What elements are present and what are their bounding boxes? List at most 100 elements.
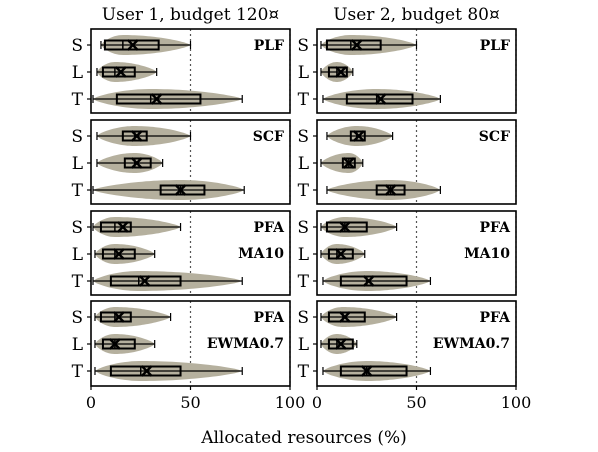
box-S bbox=[103, 39, 160, 51]
mean-marker-S bbox=[116, 221, 129, 233]
box-L bbox=[327, 248, 354, 260]
panel-r3-c2: PFA MA10 SLT bbox=[297, 210, 517, 296]
mean-marker-S bbox=[126, 39, 139, 51]
panel-label: PFA bbox=[479, 220, 511, 236]
mean-marker-S bbox=[113, 311, 125, 323]
y-tick-label: S bbox=[297, 127, 309, 147]
mean-marker-S bbox=[352, 130, 365, 142]
panel-r4-c2: PFA EWMA0.7 SLT bbox=[297, 300, 517, 387]
y-tick-label: T bbox=[72, 181, 84, 201]
x-tick-label: 50 bbox=[406, 393, 426, 412]
y-tick-label: S bbox=[71, 36, 83, 56]
panel-frame bbox=[90, 28, 291, 114]
mean-marker-L bbox=[335, 338, 347, 350]
panel-label: PFA bbox=[253, 220, 285, 236]
y-tick-label: T bbox=[72, 362, 84, 382]
y-tick-label: T bbox=[72, 90, 84, 110]
panel-label: PFA bbox=[253, 310, 285, 326]
box-S bbox=[349, 130, 366, 142]
box-S bbox=[327, 311, 366, 323]
mean-marker-T bbox=[150, 93, 163, 105]
y-tick-label: S bbox=[297, 308, 309, 328]
panel-label: PLF bbox=[254, 38, 284, 54]
box-T bbox=[109, 365, 182, 377]
x-tick-label: 0 bbox=[86, 393, 96, 412]
mean-marker-L bbox=[342, 157, 355, 169]
box-L bbox=[101, 66, 136, 78]
y-tick-label: L bbox=[72, 335, 83, 355]
box-T bbox=[345, 93, 414, 105]
panel-frame bbox=[90, 119, 291, 205]
y-tick-label: T bbox=[72, 272, 84, 292]
mean-marker-L bbox=[115, 66, 127, 78]
box-T bbox=[159, 184, 206, 196]
x-tick-label: 100 bbox=[275, 393, 306, 412]
y-tick-label: L bbox=[298, 335, 309, 355]
y-tick-label: L bbox=[72, 63, 83, 83]
box-T bbox=[115, 93, 202, 105]
panel-label: SCF bbox=[479, 129, 510, 145]
panel-frame bbox=[316, 119, 517, 205]
panel-r1-c1: PLF SLT bbox=[71, 28, 291, 114]
mean-marker-L bbox=[130, 157, 143, 169]
x-tick-label: 100 bbox=[501, 393, 532, 412]
mean-marker-T bbox=[360, 365, 373, 377]
panel-label: EWMA0.7 bbox=[433, 336, 510, 352]
panel-label: SCF bbox=[253, 129, 284, 145]
panel-r2-c1: SCF SLT bbox=[71, 119, 291, 205]
mean-marker-T bbox=[374, 93, 387, 105]
y-tick-label: T bbox=[298, 90, 310, 110]
y-tick-label: L bbox=[298, 154, 309, 174]
x-tick-label: 0 bbox=[312, 393, 322, 412]
panel-r2-c2: SCF SLT bbox=[297, 119, 517, 205]
mean-marker-T bbox=[384, 184, 397, 196]
column-title: User 1, budget 120¤ bbox=[102, 5, 279, 25]
panel-label: EWMA0.7 bbox=[207, 336, 284, 352]
panel-frame bbox=[90, 210, 291, 296]
box-S bbox=[99, 221, 132, 233]
y-tick-label: L bbox=[298, 245, 309, 265]
y-tick-label: S bbox=[297, 218, 309, 238]
mean-marker-L bbox=[335, 248, 347, 260]
panel-label: PLF bbox=[480, 38, 510, 54]
panel-r3-c1: PFA MA10 SLT bbox=[71, 210, 291, 296]
y-tick-label: L bbox=[72, 245, 83, 265]
mean-marker-T bbox=[174, 184, 187, 196]
mean-marker-S bbox=[339, 311, 351, 323]
mean-marker-L bbox=[335, 66, 347, 78]
y-tick-label: T bbox=[298, 362, 310, 382]
mean-marker-S bbox=[339, 221, 351, 233]
box-L bbox=[101, 248, 136, 260]
panel-r4-c1: PFA EWMA0.7 SLT bbox=[71, 300, 291, 387]
panel-r1-c2: PLF SLT bbox=[297, 28, 517, 114]
panel-label: PFA bbox=[479, 310, 511, 326]
mean-marker-L bbox=[109, 338, 121, 350]
mean-marker-T bbox=[138, 275, 151, 287]
mean-marker-T bbox=[140, 365, 153, 377]
box-S bbox=[325, 221, 368, 233]
mean-marker-L bbox=[113, 248, 125, 260]
panel-label: MA10 bbox=[464, 246, 510, 262]
column-title: User 2, budget 80¤ bbox=[333, 5, 500, 25]
mean-marker-S bbox=[350, 39, 363, 51]
y-tick-label: T bbox=[298, 181, 310, 201]
x-tick-label: 50 bbox=[180, 393, 200, 412]
panel-frame bbox=[316, 210, 517, 296]
mean-marker-S bbox=[130, 130, 143, 142]
panel-label: MA10 bbox=[238, 246, 284, 262]
mean-marker-T bbox=[362, 275, 375, 287]
y-tick-label: L bbox=[298, 63, 309, 83]
y-tick-label: L bbox=[72, 154, 83, 174]
y-tick-label: S bbox=[297, 36, 309, 56]
x-axis-label: Allocated resources (%) bbox=[200, 428, 407, 448]
box-L bbox=[123, 157, 152, 169]
y-tick-label: S bbox=[71, 218, 83, 238]
box-L bbox=[327, 338, 354, 350]
box-T bbox=[339, 365, 408, 377]
y-tick-label: S bbox=[71, 127, 83, 147]
y-tick-label: S bbox=[71, 308, 83, 328]
y-tick-label: T bbox=[298, 272, 310, 292]
box-T bbox=[109, 275, 182, 287]
panel-frame bbox=[316, 28, 517, 114]
